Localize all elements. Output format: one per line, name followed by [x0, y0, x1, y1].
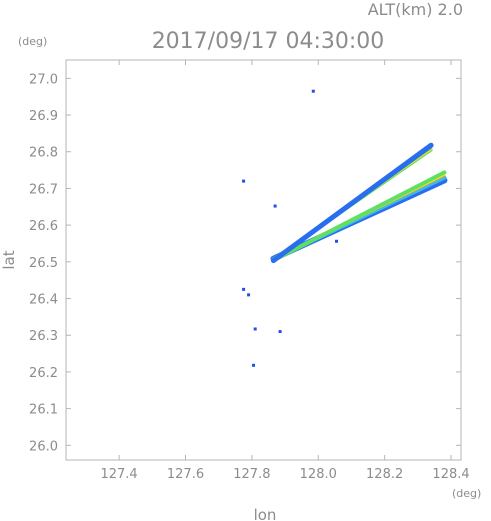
- echo-point: [278, 330, 282, 334]
- y-tick-label: 26.3: [29, 329, 58, 344]
- echo-point: [252, 363, 256, 367]
- x-tick-label: 128.4: [432, 467, 469, 482]
- y-tick-label: 26.9: [29, 109, 58, 124]
- y-tick-label: 26.7: [29, 182, 58, 197]
- y-tick-label: 27.0: [29, 72, 58, 87]
- x-tick-label: 128.2: [366, 467, 403, 482]
- chart-subtitle: ALT(km) 2.0: [368, 0, 463, 19]
- echo-point: [311, 89, 315, 93]
- plot-area: [65, 59, 462, 461]
- y-unit-label: (deg): [18, 35, 47, 48]
- echo-point: [253, 327, 257, 331]
- y-tick-label: 26.6: [29, 219, 58, 234]
- y-axis: 26.0 26.1 26.2 26.3 26.4 26.5 26.6 26.7 26.8 26.9…: [29, 72, 461, 454]
- echo-wedges: [270, 142, 448, 264]
- chart-title: 2017/09/17 04:30:00: [152, 29, 385, 54]
- wedge-lower-band: [271, 170, 447, 263]
- y-tick-label: 26.8: [29, 146, 58, 161]
- x-axis: 127.4 127.6 127.8 128.0 128.2 128.4: [100, 60, 470, 482]
- y-tick-label: 26.4: [29, 293, 58, 308]
- echo-points: [242, 89, 339, 367]
- x-axis-label: lon: [254, 506, 277, 521]
- x-tick-label: 127.6: [167, 467, 204, 482]
- x-tick-label: 127.4: [100, 467, 137, 482]
- echo-point: [247, 293, 251, 297]
- x-tick-label: 128.0: [300, 467, 337, 482]
- y-tick-label: 26.1: [29, 403, 58, 418]
- echo-point: [242, 287, 246, 291]
- y-tick-label: 26.2: [29, 366, 58, 381]
- wedge-upper-band: [270, 142, 434, 264]
- y-tick-label: 26.5: [29, 256, 58, 271]
- x-tick-label: 127.8: [233, 467, 270, 482]
- y-tick-label: 26.0: [29, 439, 58, 454]
- y-axis-label: lat: [0, 250, 18, 269]
- x-unit-label: (deg): [452, 487, 481, 500]
- echo-point: [242, 179, 246, 183]
- echo-point: [335, 239, 339, 243]
- echo-point: [273, 204, 277, 208]
